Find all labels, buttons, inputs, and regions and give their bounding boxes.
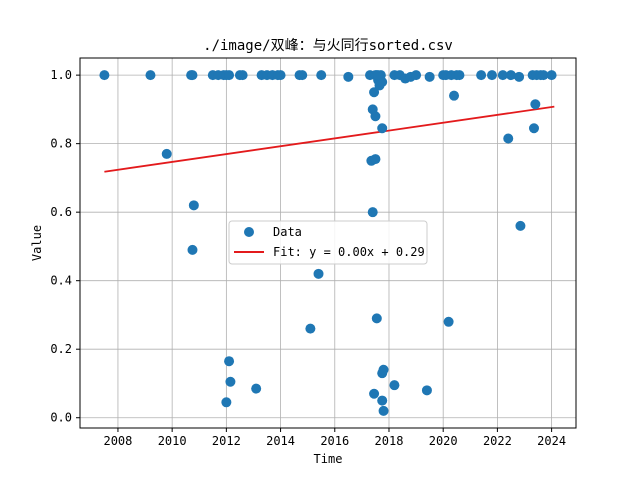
data-point [515, 220, 526, 231]
data-point [538, 70, 549, 81]
data-point [503, 133, 514, 144]
data-point [145, 70, 156, 81]
data-point [187, 70, 198, 81]
y-tick-label: 0.4 [50, 274, 72, 288]
x-tick-label: 2018 [375, 434, 404, 448]
data-point [378, 405, 389, 416]
x-tick-label: 2012 [212, 434, 241, 448]
data-point [454, 70, 465, 81]
data-point [449, 90, 460, 101]
chart-title: ./image/双峰：与火同行sorted.csv [203, 38, 453, 54]
data-point [99, 70, 110, 81]
data-point [313, 268, 324, 279]
data-point [530, 99, 541, 110]
data-point [373, 70, 384, 81]
data-point [505, 70, 516, 81]
data-point [378, 364, 389, 375]
data-point [221, 397, 232, 408]
data-point [305, 323, 316, 334]
data-point [528, 123, 539, 134]
plot-frame [79, 57, 577, 429]
y-tick-label: 0.0 [50, 411, 72, 425]
data-point [251, 383, 262, 394]
y-tick-label: 0.2 [50, 342, 72, 356]
x-axis-label: Time [314, 452, 343, 466]
data-point [275, 70, 286, 81]
data-point [188, 200, 199, 211]
x-tick-label: 2014 [266, 434, 295, 448]
data-point [476, 70, 487, 81]
data-point [411, 70, 422, 81]
data-point [371, 313, 382, 324]
data-point [369, 87, 380, 98]
ticks-layer: 2008 2010 2012 2014 2016 2018 2020 2022 2024 0.0 0… [50, 68, 566, 448]
y-axis-label: Value [30, 225, 44, 261]
data-point [343, 71, 354, 82]
data-point [514, 71, 525, 82]
legend-box [228, 220, 428, 265]
x-tick-label: 2022 [483, 434, 512, 448]
data-point [369, 388, 380, 399]
data-point [370, 111, 381, 122]
data-point [370, 154, 381, 165]
fit-line [104, 105, 555, 173]
data-point [224, 70, 235, 81]
legend-label-data: Data [273, 225, 302, 239]
x-tick-label: 2008 [103, 434, 132, 448]
data-point [486, 70, 497, 81]
data-point [187, 244, 198, 255]
grid-layer [80, 58, 576, 428]
data-point [424, 71, 435, 82]
x-tick-label: 2016 [320, 434, 349, 448]
y-tick-label: 1.0 [50, 68, 72, 82]
data-point [367, 207, 378, 218]
data-point [389, 380, 400, 391]
x-tick-label: 2024 [537, 434, 566, 448]
data-point [316, 70, 327, 81]
data-point [443, 316, 454, 327]
data-point [546, 70, 557, 81]
data-point [224, 356, 235, 367]
data-point [237, 70, 248, 81]
data-point [161, 148, 172, 159]
data-point [377, 395, 388, 406]
legend: Data Fit: y = 0.00x + 0.29 [228, 220, 428, 265]
y-tick-label: 0.6 [50, 205, 72, 219]
data-point [297, 70, 308, 81]
data-point [421, 385, 432, 396]
legend-marker-data [244, 227, 254, 237]
data-point [377, 123, 388, 134]
x-tick-label: 2010 [158, 434, 187, 448]
y-tick-label: 0.8 [50, 137, 72, 151]
data-point [497, 70, 508, 81]
data-point [225, 376, 236, 387]
fit-line-layer [104, 105, 555, 173]
data-points-layer [99, 70, 557, 416]
legend-label-fit: Fit: y = 0.00x + 0.29 [273, 245, 425, 259]
x-tick-label: 2020 [429, 434, 458, 448]
